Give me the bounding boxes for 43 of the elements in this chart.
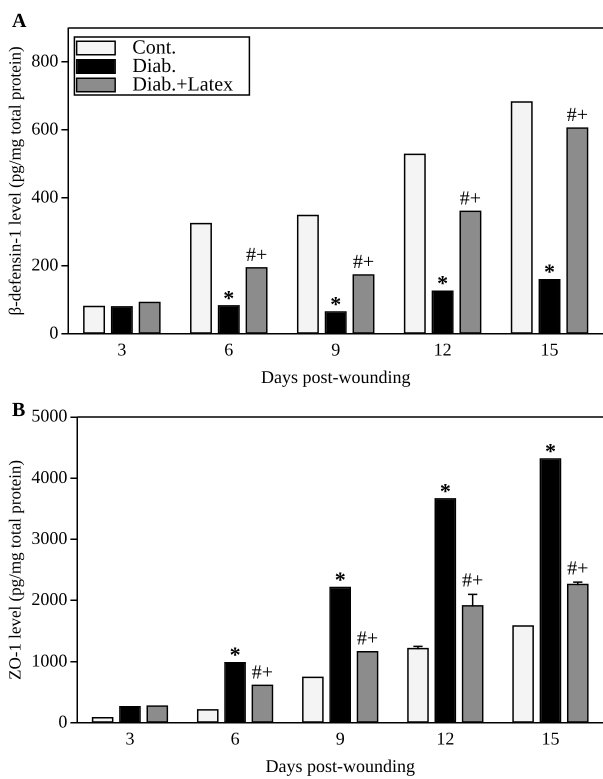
data-label: #+	[356, 628, 378, 650]
x-axis-title: Days post-wounding	[265, 756, 415, 776]
x-tick-label: 3	[125, 728, 134, 748]
x-tick-label: 15	[540, 339, 559, 360]
x-axis-title: Days post-wounding	[260, 366, 410, 387]
y-axis-title: β-defensin-1 level (pg/mg total protein)	[6, 46, 25, 316]
chart-title: A	[12, 10, 27, 32]
y-axis-title: ZO-1 level (pg/mg total protein)	[6, 460, 25, 680]
y-tick-label: 400	[31, 186, 58, 207]
data-label: #+	[566, 104, 588, 126]
x-tick-label: 9	[336, 728, 345, 748]
x-tick-label: 6	[230, 728, 240, 748]
y-tick-label: 1000	[31, 650, 68, 670]
x-tick-label: 3	[117, 339, 126, 360]
data-label: *	[230, 642, 241, 668]
y-tick-label: 4000	[31, 466, 68, 487]
x-tick-label: 15	[541, 728, 560, 748]
y-tick-label: 0	[58, 712, 68, 732]
data-label: *	[330, 291, 342, 316]
chart-title: B	[12, 399, 26, 422]
y-tick-label: 2000	[31, 589, 68, 610]
x-tick-label: 12	[436, 728, 454, 748]
x-tick-label: 6	[224, 339, 234, 360]
data-label: #+	[460, 187, 482, 210]
x-tick-label: 9	[331, 339, 340, 360]
data-label: *	[440, 478, 451, 504]
y-tick-label: 600	[31, 118, 58, 139]
data-label: *	[334, 566, 346, 592]
y-tick-label: 0	[49, 322, 58, 343]
data-label: #+	[462, 570, 484, 592]
data-label: #+	[567, 557, 588, 580]
data-label: *	[544, 438, 556, 464]
data-label: #+	[352, 250, 374, 273]
data-label: *	[437, 270, 448, 296]
data-label: *	[223, 285, 234, 310]
data-label: #+	[252, 661, 274, 684]
x-tick-label: 12	[434, 339, 452, 360]
y-tick-label: 3000	[31, 528, 68, 548]
y-tick-label: 200	[31, 254, 58, 275]
y-tick-label: 5000	[31, 406, 68, 426]
data-label: #+	[246, 244, 268, 266]
y-tick-label: 800	[31, 50, 58, 71]
data-label: *	[544, 259, 556, 284]
